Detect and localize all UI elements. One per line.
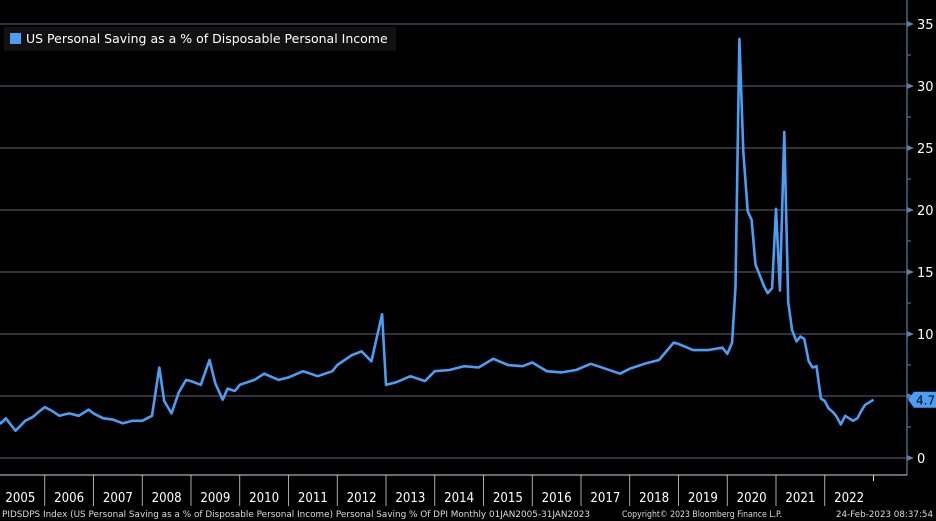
- ytick-marker-25: [907, 145, 914, 151]
- xtick-label-2011: 2011: [298, 491, 328, 506]
- footer: PIDSDPS Index (US Personal Saving as a %…: [2, 510, 933, 520]
- xtick-label-2007: 2007: [103, 491, 133, 506]
- ytick-marker-10: [907, 331, 914, 337]
- legend: US Personal Saving as a % of Disposable …: [4, 27, 396, 51]
- xtick-label-2009: 2009: [200, 491, 230, 506]
- xtick-label-2017: 2017: [590, 491, 620, 506]
- ytick-marker-0: [907, 455, 914, 461]
- xtick-label-2005: 2005: [5, 491, 35, 506]
- ytick-marker-5: [907, 393, 914, 399]
- ytick-label-15: 15: [917, 266, 934, 281]
- xtick-label-2006: 2006: [54, 491, 84, 506]
- ytick-label-0: 0: [917, 452, 925, 467]
- series-line: [0, 37, 875, 432]
- xtick-label-2013: 2013: [395, 491, 425, 506]
- xtick-label-2021: 2021: [785, 491, 815, 506]
- xtick-label-2020: 2020: [737, 491, 767, 506]
- footer-description: PIDSDPS Index (US Personal Saving as a %…: [2, 510, 590, 520]
- xtick-label-2016: 2016: [542, 491, 572, 506]
- footer-copyright: Copyright© 2023 Bloomberg Finance L.P.: [622, 510, 782, 520]
- ytick-label-30: 30: [917, 80, 934, 95]
- ytick-label-20: 20: [917, 204, 934, 219]
- xtick-label-2022: 2022: [834, 491, 864, 506]
- xtick-label-2008: 2008: [152, 491, 182, 506]
- xtick-label-2012: 2012: [347, 491, 377, 506]
- legend-label: US Personal Saving as a % of Disposable …: [26, 31, 388, 46]
- ytick-label-25: 25: [917, 142, 934, 157]
- ytick-marker-15: [907, 269, 914, 275]
- last-value-label: 4.7: [916, 394, 935, 408]
- xtick-label-2015: 2015: [493, 491, 523, 506]
- xtick-label-2019: 2019: [688, 491, 718, 506]
- footer-timestamp: 24-Feb-2023 08:37:54: [836, 510, 933, 520]
- xtick-label-2014: 2014: [444, 491, 474, 506]
- ytick-marker-30: [907, 83, 914, 89]
- last-value-badge: [908, 391, 936, 408]
- legend-swatch: [10, 33, 21, 44]
- ytick-marker-20: [907, 207, 914, 213]
- xtick-label-2018: 2018: [639, 491, 669, 506]
- ytick-marker-35: [907, 21, 914, 27]
- ytick-label-10: 10: [917, 328, 934, 343]
- ytick-label-35: 35: [917, 18, 934, 33]
- xtick-label-2010: 2010: [249, 491, 279, 506]
